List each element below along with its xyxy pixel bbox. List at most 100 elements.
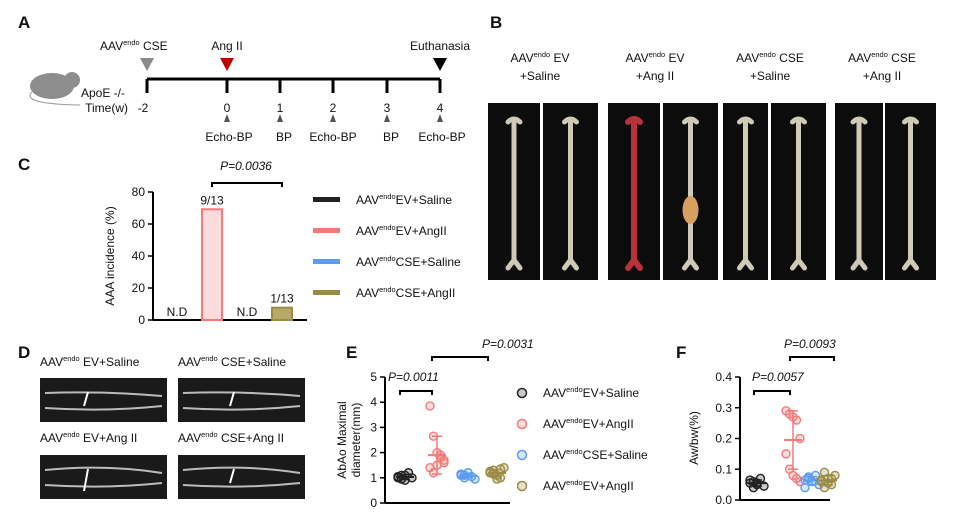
strain-label: ApoE -/- (81, 86, 125, 100)
photo-header: AAVendo EV (510, 50, 569, 65)
e-significance-bracket (431, 356, 489, 361)
c-legend-label: AAVendoCSE+Saline (356, 254, 461, 269)
echo-diameter-marker (83, 391, 89, 407)
echo-vessel-wall (182, 466, 301, 488)
f-error-bar (823, 474, 833, 486)
c-y-tick-label: 40 (132, 249, 146, 263)
c-legend-label: AAVendoEV+Saline (356, 192, 452, 207)
echo-label: AAVendo CSE+Ang II (178, 430, 284, 445)
e-legend-label: AAVendoEV+AngII (543, 478, 634, 493)
c-bar (201, 208, 223, 321)
measurement-arrow-icon (384, 114, 390, 122)
f-significance-bracket (753, 390, 791, 395)
measurement-label: Echo-BP (418, 130, 465, 144)
c-data-label: N.D (167, 305, 188, 319)
photo-header-sub: +Saline (750, 69, 791, 83)
e-error-bar (400, 473, 410, 481)
event-marker-icon (220, 58, 234, 71)
e-error-bar (492, 468, 502, 478)
echo-image (178, 378, 305, 422)
measurement-label: Echo-BP (205, 130, 252, 144)
e-p-value: P=0.0011 (388, 370, 439, 384)
echo-diameter-marker (229, 391, 235, 407)
c-legend-label: AAVendoEV+AngII (356, 223, 447, 238)
e-error-bar (432, 435, 442, 475)
mouse-icon (30, 73, 74, 99)
e-data-point (439, 455, 449, 465)
f-y-tick-label: 0.0 (715, 493, 732, 507)
measurement-label: BP (383, 130, 399, 144)
echo-image (178, 455, 305, 499)
c-data-label: 1/13 (270, 292, 294, 306)
panel-label-e: E (346, 343, 357, 362)
e-y-tick-label: 4 (370, 395, 377, 409)
aorta-specimen (902, 116, 919, 271)
e-error-bar (463, 473, 473, 479)
measurement-label: BP (276, 130, 292, 144)
event-marker-icon (433, 58, 447, 71)
f-data-point (795, 433, 805, 444)
c-legend-label: AAVendoCSE+AngII (356, 285, 455, 300)
echo-image (40, 378, 167, 422)
e-y-tick-label: 5 (370, 370, 377, 384)
aorta-specimen (737, 116, 754, 271)
e-legend-marker (516, 418, 528, 430)
e-y-axis-label: AbAo Maximal (335, 401, 349, 478)
timeline-tick-label: -2 (138, 101, 149, 115)
e-legend-label: AAVendoEV+Saline (543, 385, 639, 400)
e-legend-marker (516, 387, 528, 399)
c-legend-swatch (313, 197, 340, 202)
f-error-bar (788, 410, 798, 470)
c-data-label: 9/13 (200, 193, 224, 207)
panel-label-f: F (676, 343, 686, 362)
event-label: Ang II (211, 39, 242, 53)
f-error-bar (752, 479, 762, 487)
f-error-bar (807, 475, 817, 486)
event-label: AAVendo CSE (100, 38, 168, 53)
e-legend-marker (516, 449, 528, 461)
aorta-specimen (562, 116, 579, 271)
photo-header: AAVendo CSE (736, 50, 804, 65)
panel-label-a: A (18, 13, 30, 32)
timeline-tick-label: 1 (277, 101, 284, 115)
f-significance-bracket (789, 356, 835, 361)
e-significance-bracket (399, 390, 433, 395)
f-data-point (800, 483, 810, 493)
e-legend-marker (516, 480, 528, 492)
c-y-tick-label: 20 (132, 281, 146, 295)
measurement-arrow-icon (330, 114, 336, 122)
aneurysm (682, 196, 699, 224)
f-y-tick-label: 0.3 (715, 401, 732, 415)
e-y-tick-label: 0 (370, 496, 377, 510)
timeline-tick-label: 4 (437, 101, 444, 115)
e-legend-label: AAVendoCSE+Saline (543, 447, 648, 462)
e-y-tick-label: 2 (370, 446, 377, 460)
c-p-value: P=0.0036 (220, 159, 272, 173)
timeline-tick-label: 0 (224, 101, 231, 115)
event-marker-icon (140, 58, 154, 71)
echo-vessel-wall (182, 391, 301, 411)
photo-header: AAVendo EV (625, 50, 684, 65)
f-data-point (781, 449, 791, 459)
echo-diameter-marker (229, 468, 235, 484)
e-y-tick-label: 1 (370, 471, 377, 485)
measurement-arrow-icon (437, 114, 443, 122)
echo-vessel-wall (44, 391, 163, 411)
echo-label: AAVendo EV+Saline (40, 354, 140, 369)
f-p-value: P=0.0093 (784, 337, 836, 351)
measurement-arrow-icon (224, 114, 230, 122)
c-y-axis-label: AAA incidence (%) (103, 206, 117, 305)
event-label: Euthanasia (410, 39, 470, 53)
panel-label-b: B (490, 13, 502, 32)
aorta-specimen (790, 116, 807, 271)
c-data-label: N.D (237, 305, 258, 319)
f-y-axis-label: Aw/bw(%) (687, 411, 701, 465)
mouse-tail-icon (29, 91, 81, 106)
time-label: Time(w) (85, 101, 128, 115)
panel-label-d: D (18, 343, 30, 362)
photo-header-sub: +Saline (520, 69, 561, 83)
timeline-tick-label: 2 (330, 101, 337, 115)
f-y-tick-label: 0.2 (715, 432, 732, 446)
mouse-head-icon (64, 72, 80, 88)
